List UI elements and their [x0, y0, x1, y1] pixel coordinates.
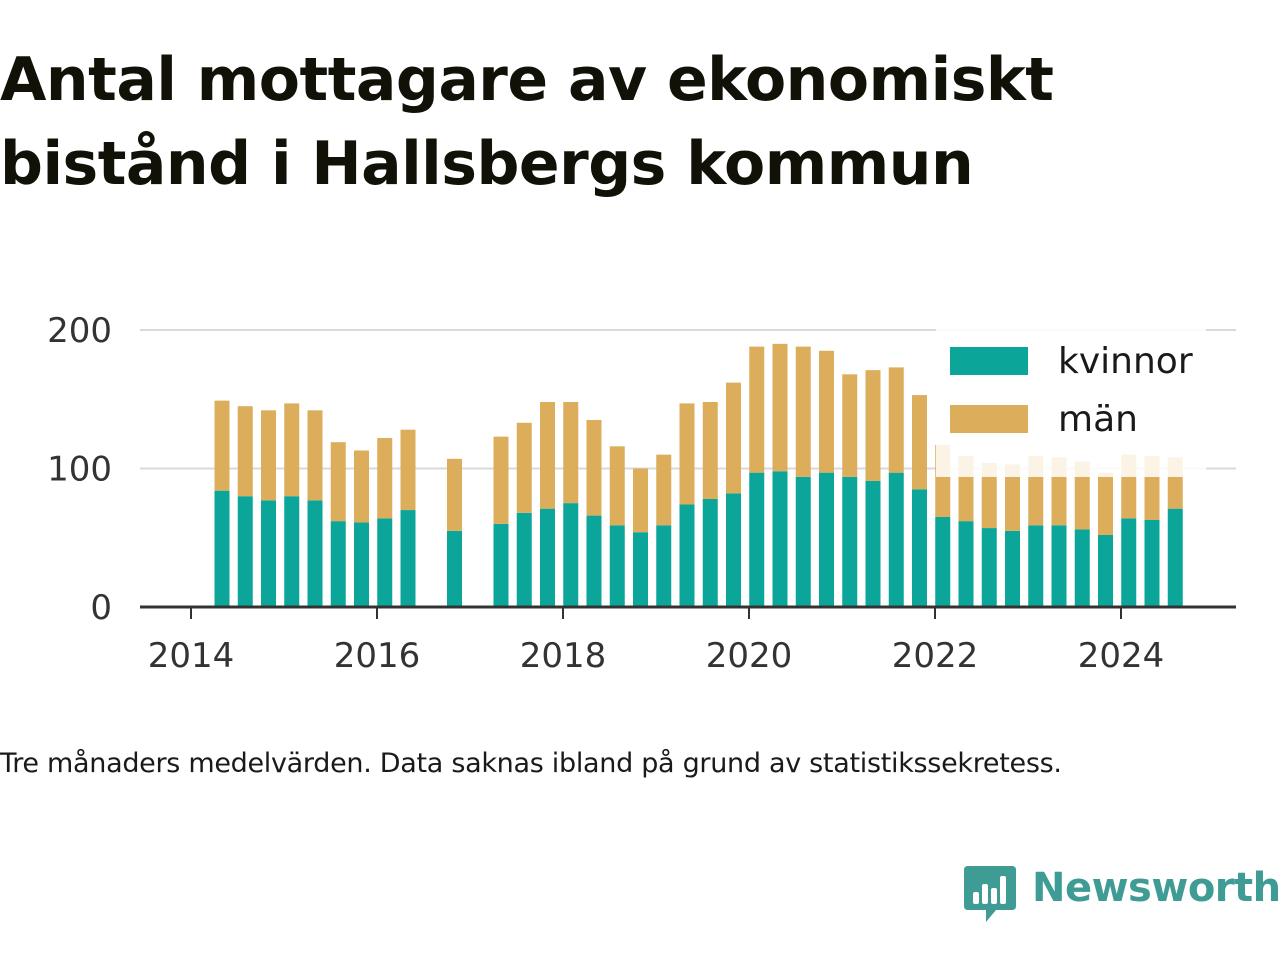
bar-kvinnor [1051, 525, 1067, 607]
bar-kvinnor [377, 518, 393, 607]
bar-kvinnor [912, 489, 927, 607]
bar-kvinnor [981, 528, 997, 607]
bar-man [284, 403, 300, 497]
bar-kvinnor [1121, 518, 1137, 607]
bar-kvinnor [1167, 508, 1183, 607]
bar-man [377, 438, 393, 519]
bar-kvinnor [400, 510, 416, 607]
bar-kvinnor [586, 515, 602, 607]
bar-kvinnor [633, 532, 648, 607]
bar-kvinnor [516, 512, 532, 607]
bar-man [354, 450, 369, 523]
bar-man [330, 442, 346, 522]
bar-kvinnor [237, 496, 253, 607]
bar-man [609, 446, 625, 526]
bar-man [656, 454, 672, 526]
x-tick-label: 2024 [1078, 636, 1165, 676]
bar-man [772, 343, 788, 472]
legend-swatch [950, 405, 1028, 433]
bar-kvinnor [795, 476, 811, 607]
bar-kvinnor [842, 476, 858, 607]
bar-man [702, 402, 718, 499]
bar-man [679, 403, 695, 505]
y-tick-label: 200 [47, 311, 112, 351]
bar-man [1005, 464, 1020, 531]
bar-man [516, 422, 532, 513]
bar-kvinnor [888, 472, 904, 607]
x-tick-label: 2014 [148, 636, 235, 676]
bar-kvinnor [493, 523, 509, 607]
bar-kvinnor [1074, 529, 1090, 607]
bar-man [912, 395, 927, 490]
bar-kvinnor [307, 500, 323, 607]
bar-man [819, 350, 834, 473]
bar-man [261, 410, 276, 501]
bar-man [981, 462, 997, 529]
bar-chart: 0 100 200 2014 2016 2018 2020 2022 2024 kvinnor… [47, 311, 1236, 676]
bar-kvinnor [656, 525, 672, 607]
legend: kvinnor män [936, 327, 1206, 477]
bar-man [633, 468, 648, 533]
bar-kvinnor [679, 504, 695, 607]
bar-kvinnor [563, 503, 579, 607]
bar-kvinnor [749, 472, 765, 607]
bar-kvinnor [609, 525, 625, 607]
bar-man [493, 436, 509, 524]
footnote: Tre månaders medelvärden. Data saknas ib… [0, 748, 1062, 779]
bar-kvinnor [958, 521, 974, 607]
x-tick-label: 2018 [520, 636, 607, 676]
bar-kvinnor [1005, 530, 1020, 607]
y-tick-label: 0 [90, 588, 112, 628]
bar-kvinnor [330, 521, 346, 607]
bar-man [842, 374, 858, 477]
bar-man [586, 420, 602, 516]
x-tick-label: 2016 [334, 636, 421, 676]
y-tick-label: 100 [47, 450, 112, 490]
bar-kvinnor [354, 522, 369, 607]
bar-kvinnor [1144, 519, 1160, 607]
bar-man [214, 400, 230, 491]
brand-logo[interactable]: Newsworthy [962, 862, 1280, 928]
newsworthy-logo-icon [964, 866, 1016, 922]
bar-man [726, 382, 741, 494]
bar-man [307, 410, 323, 501]
bar-kvinnor [702, 498, 718, 607]
bar-man [1098, 472, 1113, 535]
bar-man [1074, 461, 1090, 530]
bar-kvinnor [819, 472, 834, 607]
bar-kvinnor [540, 508, 555, 607]
bar-kvinnor [772, 471, 788, 607]
bar-man [865, 370, 881, 481]
bar-kvinnor [726, 493, 741, 607]
bar-man [563, 402, 579, 504]
bar-man [888, 367, 904, 473]
bar-man [447, 458, 462, 531]
bar-kvinnor [284, 496, 300, 607]
bar-kvinnor [1028, 525, 1044, 607]
brand-name: Newsworthy [1032, 865, 1280, 911]
bar-series [214, 343, 1183, 607]
bar-man [795, 346, 811, 477]
legend-swatch [950, 347, 1028, 375]
x-tick-label: 2022 [892, 636, 979, 676]
bar-man [540, 402, 555, 509]
x-tick-label: 2020 [706, 636, 793, 676]
bar-kvinnor [1098, 534, 1113, 607]
bar-kvinnor [447, 530, 462, 607]
bar-kvinnor [935, 516, 951, 607]
x-axis: 2014 2016 2018 2020 2022 2024 [140, 605, 1236, 676]
bar-kvinnor [214, 490, 230, 607]
bar-man [400, 429, 416, 511]
bar-kvinnor [261, 500, 276, 607]
chart-title: Antal mottagare av ekonomiskt bistånd i … [0, 45, 1054, 199]
y-axis-ticks: 0 100 200 [47, 311, 112, 628]
legend-label: män [1058, 399, 1138, 440]
bar-man [749, 346, 765, 473]
legend-label: kvinnor [1058, 341, 1193, 382]
bar-man [237, 406, 253, 497]
bar-kvinnor [865, 480, 881, 607]
